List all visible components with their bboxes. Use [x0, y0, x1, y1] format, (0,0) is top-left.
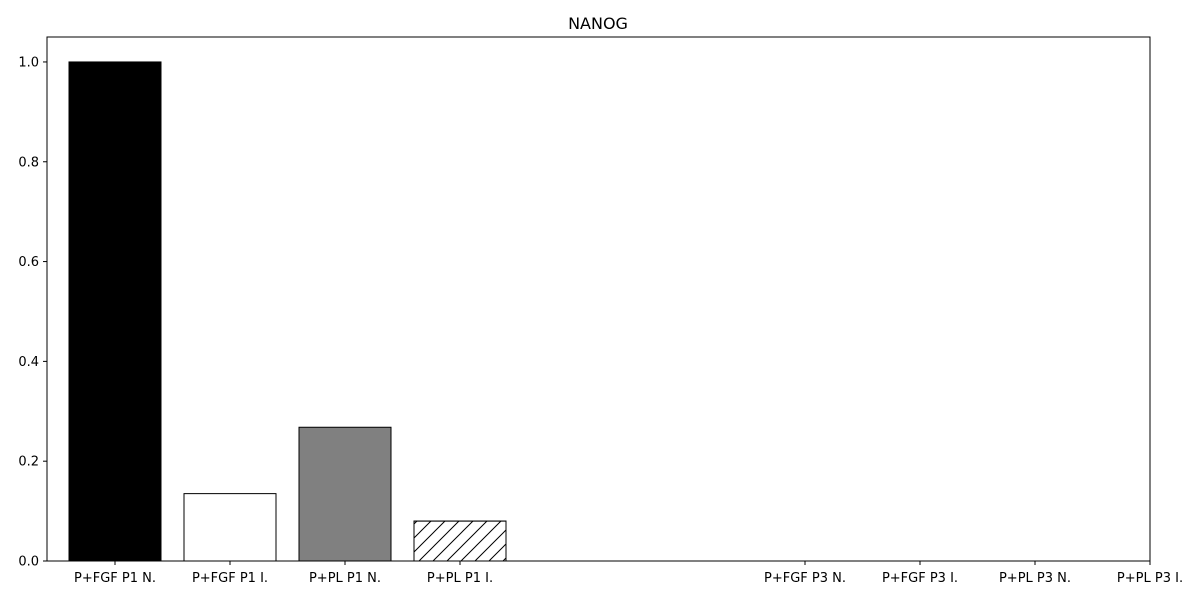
y-tick-label: 0.0	[18, 555, 39, 570]
x-tick-label: P+FGF P1 I.	[192, 571, 268, 586]
x-tick-label: P+PL P1 N.	[309, 571, 381, 586]
y-tick-label: 0.8	[18, 155, 39, 170]
x-axis: P+FGF P1 N. P+FGF P1 I. P+PL P1 N. P+PL P1 …	[74, 561, 1183, 586]
plot-frame	[46, 36, 1151, 562]
x-tick-label: P+PL P3 I.	[1117, 571, 1183, 586]
bar	[68, 61, 162, 562]
y-axis: 0.0 0.2 0.4 0.6 0.8 1.0	[18, 55, 47, 570]
chart-title: NANOG	[568, 14, 628, 33]
x-tick-label: P+FGF P3 I.	[882, 571, 958, 586]
bar	[298, 426, 392, 562]
bar-hatch	[413, 520, 507, 562]
x-tick-label: P+FGF P3 N.	[764, 571, 846, 586]
bar	[183, 493, 277, 562]
x-tick-label: P+PL P3 N.	[999, 571, 1071, 586]
y-tick-label: 0.6	[18, 255, 39, 270]
bars-group	[68, 61, 507, 562]
x-tick-label: P+PL P1 I.	[427, 571, 493, 586]
y-tick-label: 1.0	[18, 55, 39, 70]
y-tick-label: 0.4	[18, 355, 39, 370]
x-tick-label: P+FGF P1 N.	[74, 571, 156, 586]
y-tick-label: 0.2	[18, 455, 39, 470]
